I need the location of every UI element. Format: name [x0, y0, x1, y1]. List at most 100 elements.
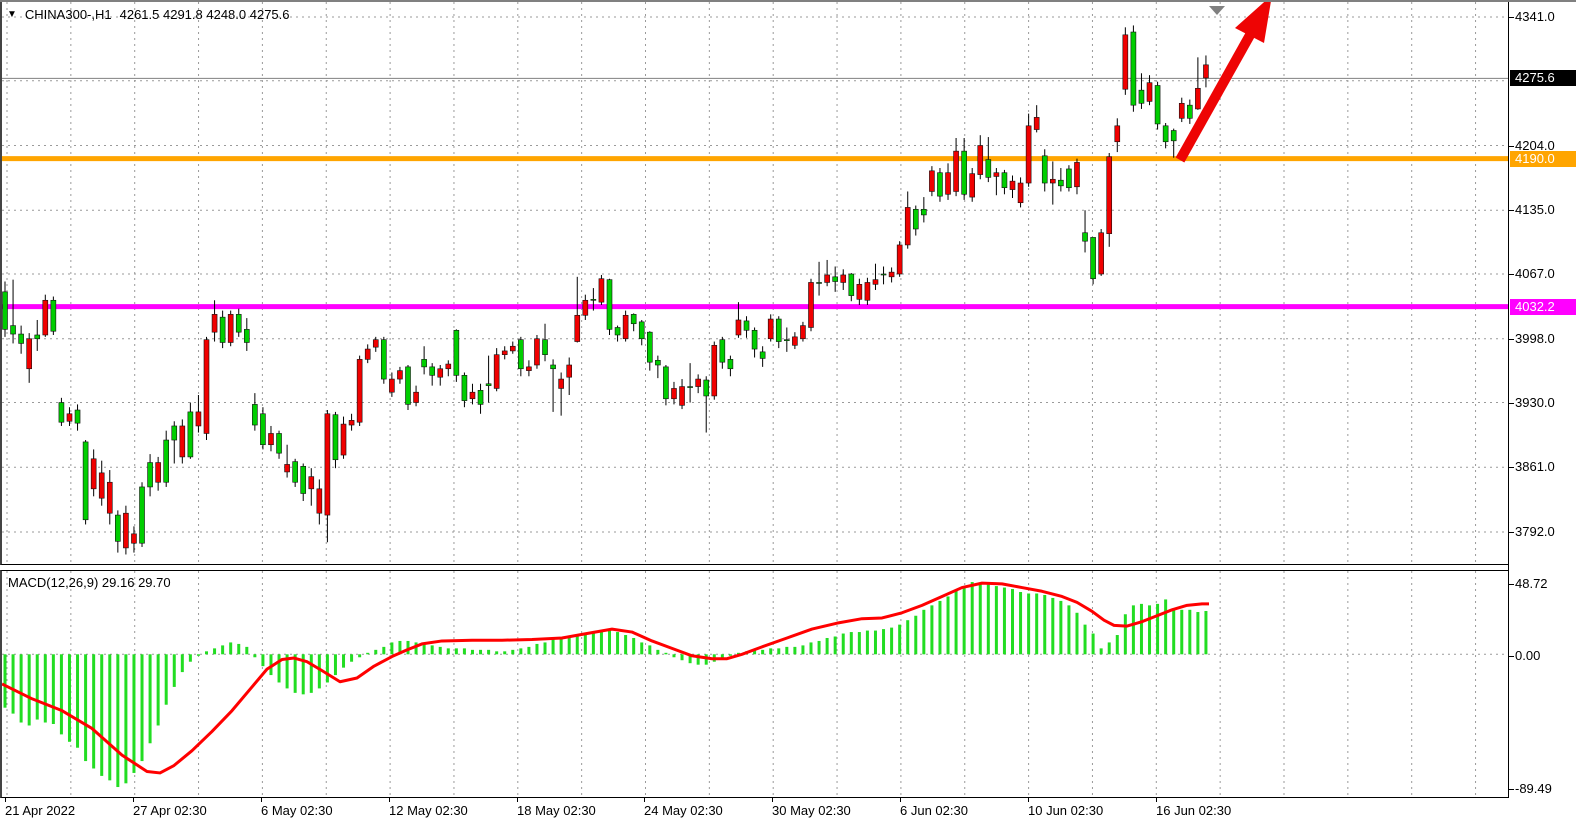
candle [582, 294, 589, 320]
candle [1066, 165, 1072, 192]
candle [493, 348, 500, 392]
time-axis-tick [5, 798, 6, 802]
time-axis-tick [1156, 798, 1157, 802]
candle [969, 168, 976, 202]
price-axis-tick [1509, 402, 1514, 404]
candle [461, 372, 468, 408]
candle [316, 479, 323, 525]
time-axis-label: 12 May 02:30 [389, 803, 468, 818]
candle [751, 327, 758, 358]
price-axis-label: 4204.0 [1515, 137, 1555, 153]
candle [501, 346, 508, 360]
macd-bar [1204, 610, 1208, 655]
candle [824, 259, 830, 287]
candle [123, 505, 129, 555]
candle [1114, 118, 1121, 153]
candle [106, 470, 113, 525]
candle [985, 137, 992, 183]
macd-signal-line [2, 581, 1209, 775]
candle [82, 440, 89, 525]
macd-bar [704, 654, 708, 665]
price-badge: 4032.2 [1510, 298, 1576, 315]
macd-bar [785, 646, 789, 655]
macd-bar [535, 643, 539, 655]
candle [179, 419, 186, 464]
macd-bar [180, 654, 184, 673]
macd-bar [164, 654, 168, 705]
trend-arrow[interactable] [1175, 2, 1272, 163]
candle [372, 336, 379, 352]
main-chart-canvas[interactable] [2, 2, 1508, 564]
macd-bar [366, 652, 370, 655]
price-badge: 4275.6 [1510, 70, 1576, 87]
macd-bar [84, 654, 88, 762]
price-badge: 4190.0 [1510, 150, 1576, 167]
macd-bar [1115, 635, 1119, 655]
macd-bar [27, 654, 31, 726]
candle [904, 191, 911, 249]
price-axis-tick [1509, 467, 1514, 469]
macd-bar [1107, 642, 1111, 655]
macd-bar [333, 654, 337, 676]
macd-axis-label: -89.49 [1515, 781, 1552, 796]
macd-chart-canvas[interactable] [2, 571, 1508, 797]
candle [896, 241, 903, 277]
macd-bar [1043, 594, 1047, 655]
candle [921, 197, 927, 223]
macd-bar [873, 630, 877, 655]
macd-bar [59, 654, 63, 735]
candle [300, 463, 307, 502]
candle [1082, 210, 1088, 253]
candle [18, 325, 24, 354]
macd-bar [67, 654, 71, 742]
time-axis-tick [133, 798, 134, 802]
candle [590, 288, 597, 311]
macd-bar [833, 636, 837, 655]
macd-bar [608, 630, 611, 655]
candle [389, 372, 395, 397]
candle [260, 407, 266, 450]
macd-bar [446, 648, 450, 655]
candle [171, 421, 178, 464]
macd-bar [599, 630, 603, 655]
macd-bar [616, 632, 620, 655]
candle [953, 138, 959, 197]
macd-bar [390, 642, 394, 655]
macd-bar [1188, 609, 1192, 655]
candle [848, 273, 855, 302]
candle [1195, 57, 1201, 110]
candle [203, 336, 210, 441]
macd-bar [890, 627, 894, 655]
macd-axis-label: 0.00 [1515, 648, 1541, 664]
macd-bar [551, 639, 555, 655]
candle [808, 278, 814, 332]
candle [784, 327, 790, 352]
time-scale[interactable]: 21 Apr 2022 27 Apr 02:30 6 May 02:30 12 May… [0, 798, 1576, 825]
price-scale[interactable]: 4341.0 4204.0 4135.0 4067.0 3998.0 3930.0 3861… [1508, 2, 1576, 798]
macd-bar [277, 654, 281, 683]
candle [74, 404, 81, 431]
candle [1178, 97, 1185, 123]
macd-bar [849, 632, 853, 655]
candle [606, 278, 613, 335]
macd-bar [817, 640, 821, 655]
macd-bar [309, 654, 313, 693]
candle [711, 341, 718, 400]
macd-bar [736, 652, 740, 655]
macd-bar [696, 654, 700, 665]
candle [34, 319, 41, 351]
candle [211, 300, 218, 342]
macd-bar [728, 654, 732, 656]
candle [429, 363, 435, 386]
macd-bar [285, 654, 289, 689]
candle [332, 411, 339, 469]
price-axis-tick [1509, 17, 1514, 18]
time-axis-tick [772, 798, 773, 802]
candle [800, 321, 806, 342]
candle [1098, 228, 1104, 276]
ohlc-values: 4261.5 4291.8 4248.0 4275.6 [119, 7, 290, 22]
candle [1187, 99, 1193, 124]
candle [155, 456, 161, 491]
macd-bar [1139, 603, 1143, 655]
